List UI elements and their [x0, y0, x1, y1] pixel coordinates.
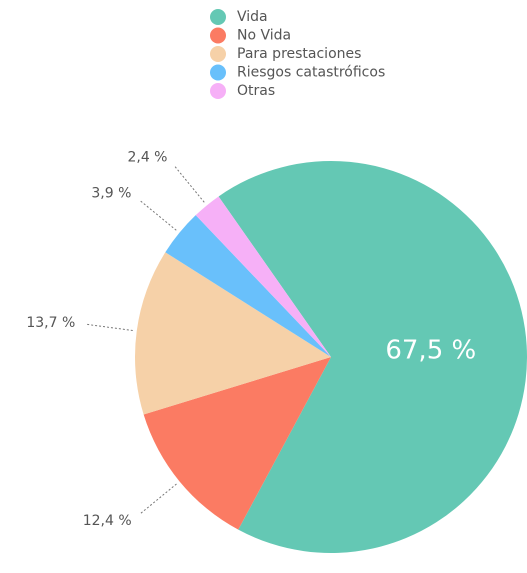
value-label: 12,4 %: [83, 513, 132, 529]
pie-slice: [135, 252, 331, 415]
legend-label: Para prestaciones: [237, 46, 361, 62]
legend-label: Riesgos catastróficos: [237, 65, 385, 81]
legend-label: Otras: [237, 83, 275, 99]
pie-slice: [195, 196, 331, 357]
pie-slice: [165, 215, 331, 357]
legend-swatch: [210, 9, 226, 25]
pie-slice: [143, 357, 331, 530]
legend-swatch: [210, 46, 226, 62]
legend-swatch: [210, 27, 226, 44]
legend-swatch: [210, 83, 226, 99]
value-label: 3,9 %: [91, 186, 131, 202]
leader-line: [140, 200, 177, 231]
value-label: 67,5 %: [385, 336, 476, 366]
value-label: 13,7 %: [26, 315, 75, 331]
leader-line: [87, 323, 133, 332]
leader-line: [140, 483, 177, 514]
legend-label: Vida: [237, 9, 268, 25]
value-label: 2,4 %: [127, 149, 167, 165]
legend-label: No Vida: [237, 28, 291, 44]
legend-swatch: [210, 64, 226, 81]
pie-slice: [218, 161, 527, 554]
leader-line: [174, 166, 205, 203]
